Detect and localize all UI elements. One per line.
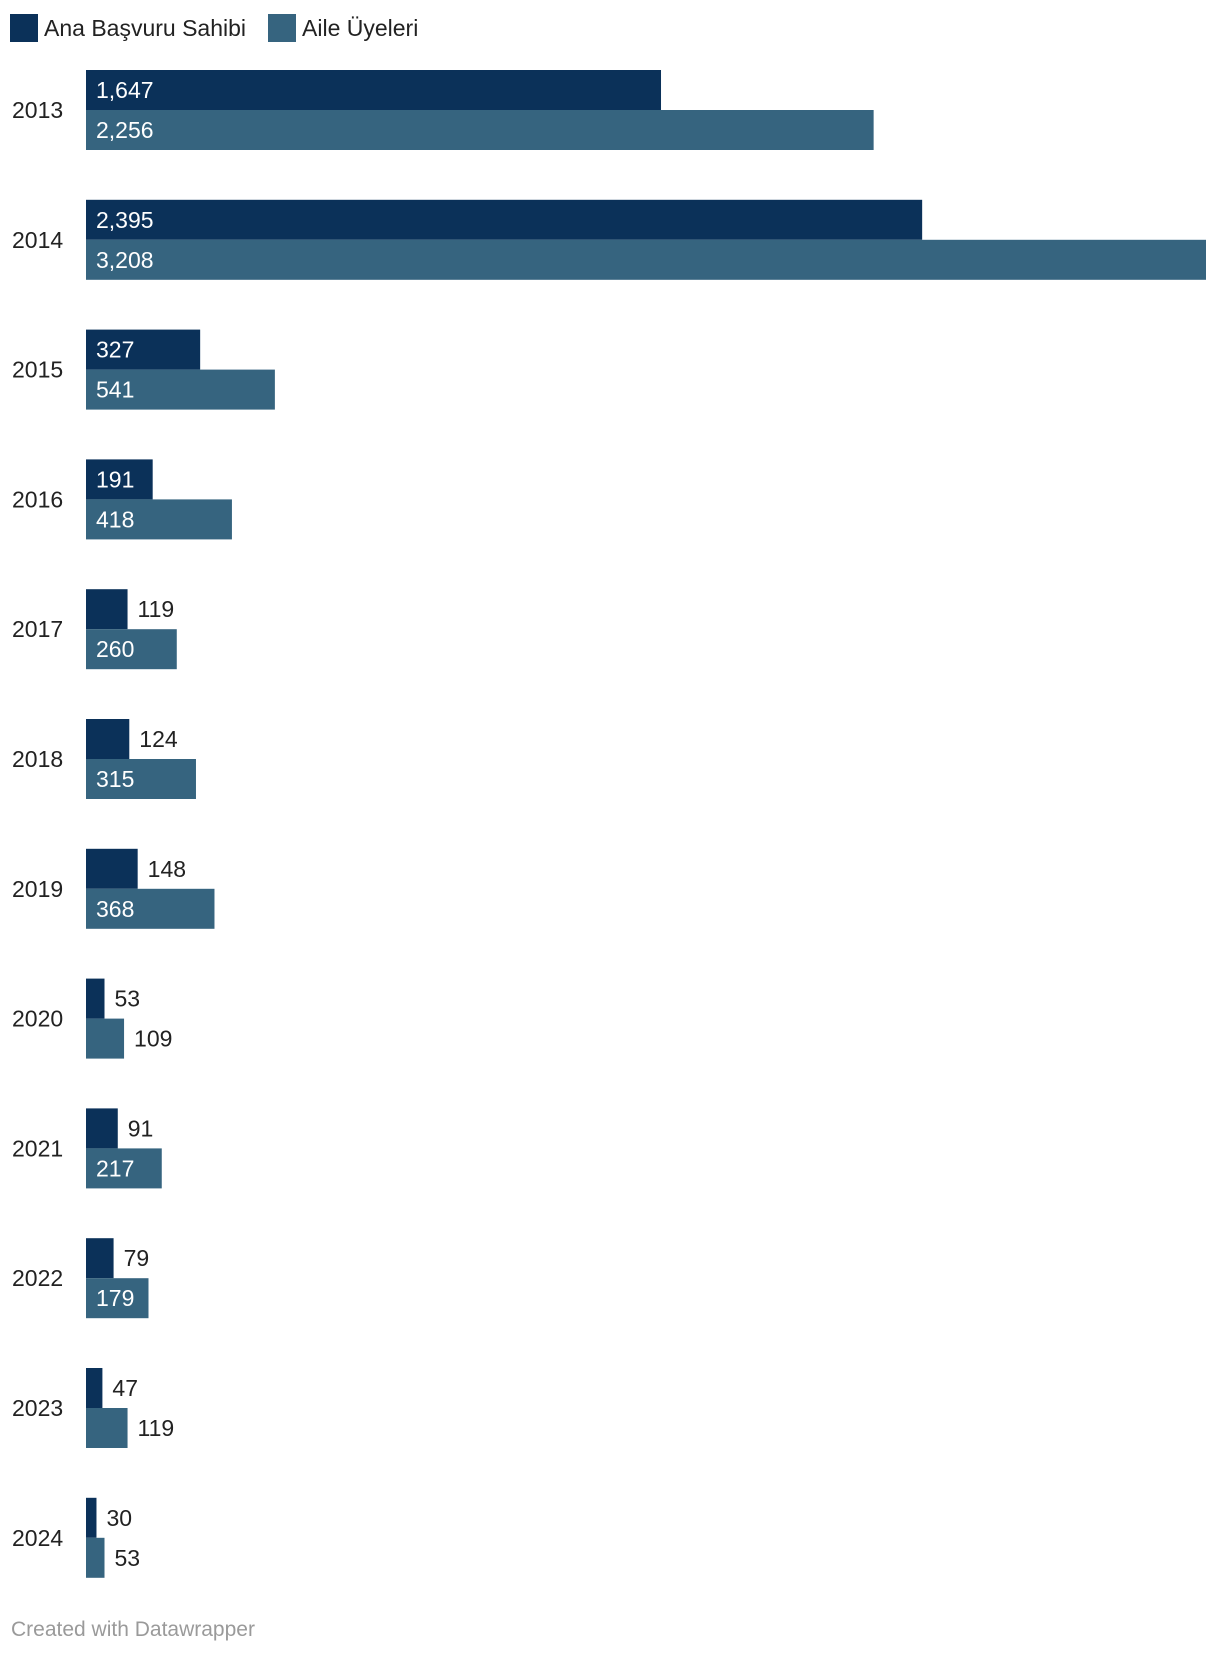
bar-2022-series-1 bbox=[86, 1238, 114, 1279]
data-label-2013-series-2: 2,256 bbox=[96, 117, 154, 143]
bar-2016-series-1 bbox=[86, 459, 153, 500]
data-label-2021-series-2: 217 bbox=[96, 1155, 134, 1181]
chart-legend: Ana Başvuru Sahibi Aile Üyeleri bbox=[10, 12, 440, 44]
data-label-2016-series-1: 191 bbox=[96, 466, 134, 492]
bar-2021-series-2 bbox=[86, 1148, 162, 1189]
bar-2013-series-1 bbox=[86, 70, 662, 110]
data-label-2015-series-1: 327 bbox=[96, 337, 134, 363]
data-label-2013-series-1: 1,647 bbox=[96, 77, 154, 103]
bar-2013-series-2 bbox=[86, 110, 874, 150]
footer-credit: Created with Datawrapper bbox=[11, 1618, 255, 1641]
bar-2015-series-2 bbox=[86, 369, 275, 410]
legend-label-aile-uyeleri: Aile Üyeleri bbox=[302, 14, 419, 41]
bar-2014-series-2 bbox=[86, 239, 1206, 280]
legend-item-ana-basvuru-sahibi: Ana Başvuru Sahibi bbox=[10, 14, 246, 42]
data-label-2024-series-1: 30 bbox=[106, 1505, 132, 1531]
bar-2016-series-2 bbox=[86, 499, 232, 540]
y-tick-label-2020: 2020 bbox=[12, 1006, 63, 1032]
bar-2024-series-1 bbox=[86, 1497, 97, 1538]
data-label-2018-series-1: 124 bbox=[139, 726, 178, 752]
data-label-2019-series-1: 148 bbox=[148, 856, 186, 882]
bar-2022-series-2 bbox=[86, 1278, 149, 1319]
bar-chart: 2013 1,647 2,256 2014 2,395 3,208 2015 327 541 20… bbox=[12, 70, 1206, 1578]
data-label-2016-series-2: 418 bbox=[96, 506, 134, 532]
y-tick-label-2018: 2018 bbox=[12, 746, 63, 772]
data-label-2022-series-1: 79 bbox=[124, 1245, 150, 1271]
bar-2014-series-1 bbox=[86, 199, 923, 240]
y-tick-label-2017: 2017 bbox=[12, 616, 63, 642]
y-tick-label-2024: 2024 bbox=[12, 1525, 63, 1551]
data-label-2019-series-2: 368 bbox=[96, 896, 134, 922]
data-label-2020-series-2: 109 bbox=[134, 1026, 172, 1052]
data-label-2023-series-1: 47 bbox=[112, 1375, 138, 1401]
y-tick-label-2023: 2023 bbox=[12, 1395, 63, 1421]
bar-2024-series-2 bbox=[86, 1537, 105, 1578]
legend-swatch-aile-uyeleri bbox=[268, 14, 297, 42]
bar-2021-series-1 bbox=[86, 1108, 118, 1149]
data-label-2015-series-2: 541 bbox=[96, 377, 134, 403]
bar-2020-series-2 bbox=[86, 1018, 125, 1059]
data-label-2023-series-2: 119 bbox=[138, 1415, 175, 1441]
bar-2019-series-2 bbox=[86, 888, 215, 929]
bar-2017-series-2 bbox=[86, 629, 177, 670]
y-tick-label-2019: 2019 bbox=[12, 876, 63, 902]
bar-2015-series-1 bbox=[86, 329, 201, 370]
bar-2023-series-1 bbox=[86, 1368, 103, 1408]
bar-2018-series-1 bbox=[86, 719, 130, 759]
data-label-2017-series-1: 119 bbox=[138, 596, 175, 622]
data-label-2024-series-2: 53 bbox=[115, 1545, 141, 1571]
bar-2023-series-2 bbox=[86, 1408, 128, 1448]
data-label-2017-series-2: 260 bbox=[96, 636, 134, 662]
legend-label-ana-basvuru-sahibi: Ana Başvuru Sahibi bbox=[44, 14, 247, 41]
y-tick-label-2021: 2021 bbox=[12, 1135, 63, 1161]
bar-2020-series-1 bbox=[86, 978, 105, 1019]
bar-2019-series-1 bbox=[86, 848, 138, 889]
y-tick-label-2013: 2013 bbox=[12, 97, 63, 123]
data-label-2018-series-2: 315 bbox=[96, 766, 134, 792]
y-tick-label-2016: 2016 bbox=[12, 486, 63, 512]
y-tick-label-2014: 2014 bbox=[12, 227, 63, 253]
legend-item-aile-uyeleri: Aile Üyeleri bbox=[268, 14, 418, 42]
data-label-2020-series-1: 53 bbox=[115, 986, 141, 1012]
data-label-2021-series-1: 91 bbox=[128, 1115, 154, 1141]
y-tick-label-2015: 2015 bbox=[12, 357, 63, 383]
data-label-2022-series-2: 179 bbox=[96, 1285, 134, 1311]
y-tick-label-2022: 2022 bbox=[12, 1265, 63, 1291]
legend-swatch-ana-basvuru-sahibi bbox=[10, 14, 38, 42]
bar-2017-series-1 bbox=[86, 589, 128, 630]
data-label-2014-series-1: 2,395 bbox=[96, 207, 154, 233]
bar-2018-series-2 bbox=[86, 759, 196, 799]
data-label-2014-series-2: 3,208 bbox=[96, 247, 154, 273]
